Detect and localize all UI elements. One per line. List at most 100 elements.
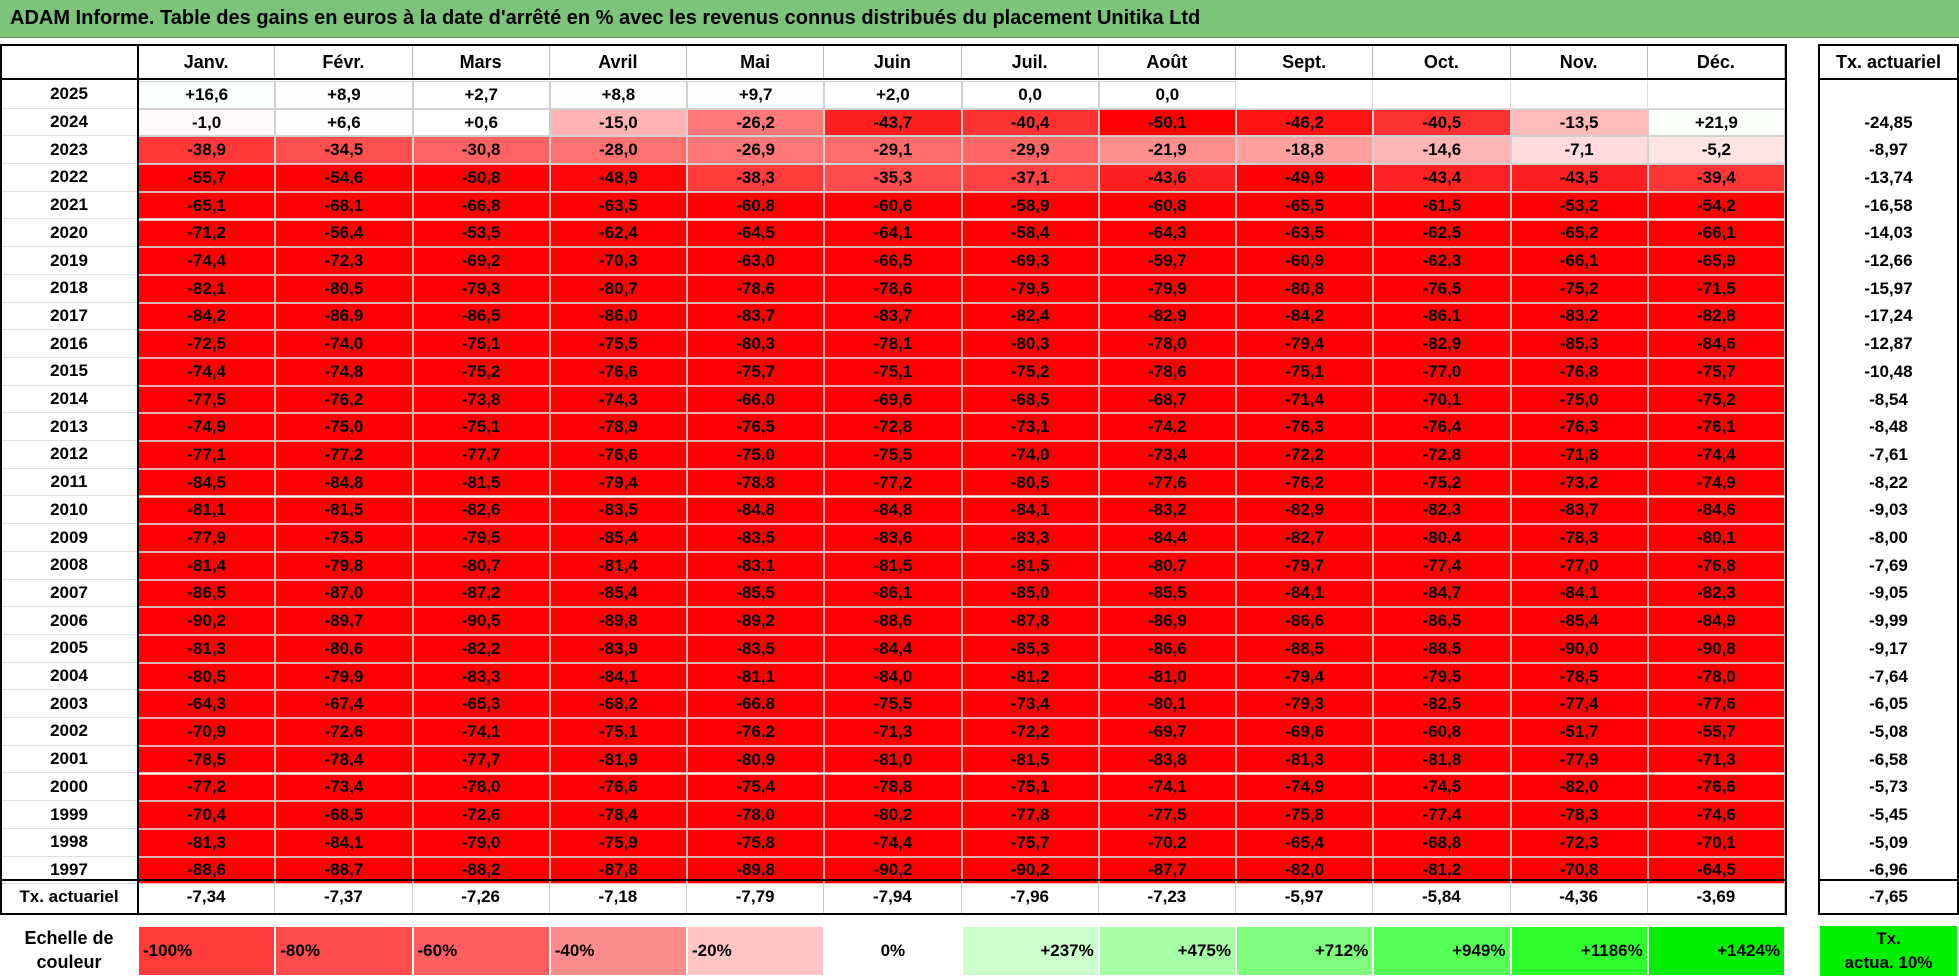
heatmap-cell: -76,6 — [1647, 773, 1785, 802]
color-scale-swatch: +949% — [1373, 926, 1511, 976]
heatmap-cell: -75,1 — [412, 413, 550, 442]
heatmap-cell: -79,4 — [1236, 662, 1374, 691]
heatmap-cell: -88,6 — [824, 607, 962, 635]
heatmap-cell: -66,0 — [687, 385, 825, 414]
heatmap-cell: -18,8 — [1236, 136, 1374, 165]
footer-value: -7,96 — [962, 880, 1099, 913]
heatmap-cell: +9,7 — [687, 81, 825, 109]
heatmap-cell: -74,2 — [1098, 413, 1236, 442]
heatmap-cell: -71,2 — [138, 219, 276, 248]
year-label: 2019 — [0, 247, 138, 275]
footer-value: -7,79 — [687, 880, 825, 913]
heatmap-cell: -75,8 — [1236, 801, 1374, 829]
heatmap-cell: -15,0 — [549, 108, 687, 137]
year-label: 2023 — [0, 136, 138, 165]
heatmap-cell: -81,3 — [138, 828, 276, 857]
heatmap-cell — [1236, 81, 1374, 109]
heatmap-cell: -82,4 — [961, 302, 1099, 331]
heatmap-cell: -80,7 — [412, 551, 550, 580]
heatmap-cell: +6,6 — [275, 108, 413, 137]
heatmap-cell: -85,0 — [961, 579, 1099, 608]
heatmap-cell: -78,4 — [275, 745, 413, 774]
annual-rate-cell: -9,03 — [1869, 500, 1908, 520]
heatmap-cell: -81,5 — [961, 745, 1099, 774]
heatmap-cell: -39,4 — [1647, 164, 1785, 192]
annual-rate-cell — [1818, 81, 1959, 109]
heatmap-cell: -62,4 — [549, 219, 687, 248]
heatmap-cell: -76,6 — [549, 358, 687, 386]
heatmap-cell: -78,3 — [1510, 524, 1648, 552]
heatmap-cell: -81,1 — [687, 662, 825, 691]
heatmap-cell: -43,5 — [1510, 164, 1648, 192]
annual-rate-cell: -12,87 — [1864, 334, 1913, 354]
heatmap-cell: -86,6 — [1236, 607, 1374, 635]
heatmap-cell: -82,5 — [1373, 690, 1511, 719]
heatmap-cell: -79,8 — [275, 551, 413, 580]
year-label: 2022 — [0, 164, 138, 192]
heatmap-cell: -90,2 — [138, 607, 276, 635]
heatmap-cell: -78,1 — [824, 330, 962, 358]
column-header-4: Mai — [687, 46, 825, 78]
annual-rate-cell: -10,48 — [1864, 361, 1913, 381]
heatmap-cell: -69,2 — [412, 247, 550, 275]
footer-value: -5,97 — [1236, 880, 1374, 913]
color-scale-swatch: +1424% — [1647, 926, 1785, 976]
color-scale-swatch: -40% — [549, 926, 687, 976]
heatmap-cell: -60,6 — [824, 191, 962, 220]
heatmap-cell: -65,2 — [1510, 219, 1648, 248]
heatmap-cell: -75,0 — [1510, 385, 1648, 414]
heatmap-cell: -84,2 — [138, 302, 276, 331]
heatmap-cell: -64,5 — [687, 219, 825, 248]
heatmap-cell: -70,2 — [1098, 828, 1236, 857]
heatmap-cell: -73,4 — [961, 690, 1099, 719]
heatmap-cell: -67,4 — [275, 690, 413, 719]
heatmap-cell: -84,4 — [824, 635, 962, 663]
column-header-1: Févr. — [275, 46, 413, 78]
annual-rate-cell: -6,05 — [1869, 694, 1908, 714]
heatmap-cell: -70,4 — [138, 801, 276, 829]
heatmap-cell: -26,9 — [687, 136, 825, 165]
heatmap-cell: -75,0 — [275, 413, 413, 442]
heatmap-cell: -80,9 — [687, 745, 825, 774]
heatmap-cell: -88,5 — [1236, 635, 1374, 663]
heatmap-cell: -74,1 — [1098, 773, 1236, 802]
heatmap-cell: -80,7 — [1098, 551, 1236, 580]
heatmap-cell: +16,6 — [138, 81, 276, 109]
annual-rate-cell: -14,03 — [1864, 223, 1913, 243]
heatmap-cell: -78,6 — [687, 274, 825, 303]
heatmap-cell: -78,9 — [549, 413, 687, 442]
heatmap-cell: -84,9 — [1647, 607, 1785, 635]
heatmap-cell: -75,7 — [961, 828, 1099, 857]
year-label: 2021 — [0, 192, 138, 220]
heatmap-cell: -54,6 — [275, 164, 413, 192]
year-label: 1999 — [0, 801, 138, 829]
column-header-7: Août — [1099, 46, 1236, 78]
heatmap-cell: -59,7 — [1098, 247, 1236, 275]
heatmap-cell: -66,8 — [412, 191, 550, 220]
year-label: 2017 — [0, 303, 138, 331]
heatmap-cell: -78,6 — [1098, 358, 1236, 386]
heatmap-cell: -73,1 — [961, 413, 1099, 442]
heatmap-cell: -81,8 — [1373, 745, 1511, 774]
heatmap-cell: -75,5 — [824, 690, 962, 719]
heatmap-cell: 0,0 — [961, 81, 1099, 109]
heatmap-cell: -76,3 — [1510, 413, 1648, 442]
heatmap-cell: -85,4 — [549, 579, 687, 608]
heatmap-cell: -80,6 — [275, 635, 413, 663]
heatmap-cell: -49,9 — [1236, 164, 1374, 192]
header-rule — [0, 78, 1785, 80]
heatmap-cell: -86,1 — [1373, 302, 1511, 331]
heatmap-cell: -83,7 — [687, 302, 825, 331]
heatmap-cell: -74,4 — [138, 247, 276, 275]
heatmap-cell: -71,8 — [1510, 441, 1648, 469]
heatmap-cell: -76,8 — [1510, 358, 1648, 386]
heatmap-cell: -77,9 — [138, 524, 276, 552]
heatmap-cell: -74,3 — [549, 385, 687, 414]
heatmap-cell: -75,1 — [549, 718, 687, 746]
heatmap-cell: -70,1 — [1647, 828, 1785, 857]
year-label: 2015 — [0, 358, 138, 386]
heatmap-cell: -53,2 — [1510, 191, 1648, 220]
heatmap-cell: -77,8 — [961, 801, 1099, 829]
heatmap-cell: -83,7 — [824, 302, 962, 331]
heatmap-cell: -75,7 — [1647, 358, 1785, 386]
